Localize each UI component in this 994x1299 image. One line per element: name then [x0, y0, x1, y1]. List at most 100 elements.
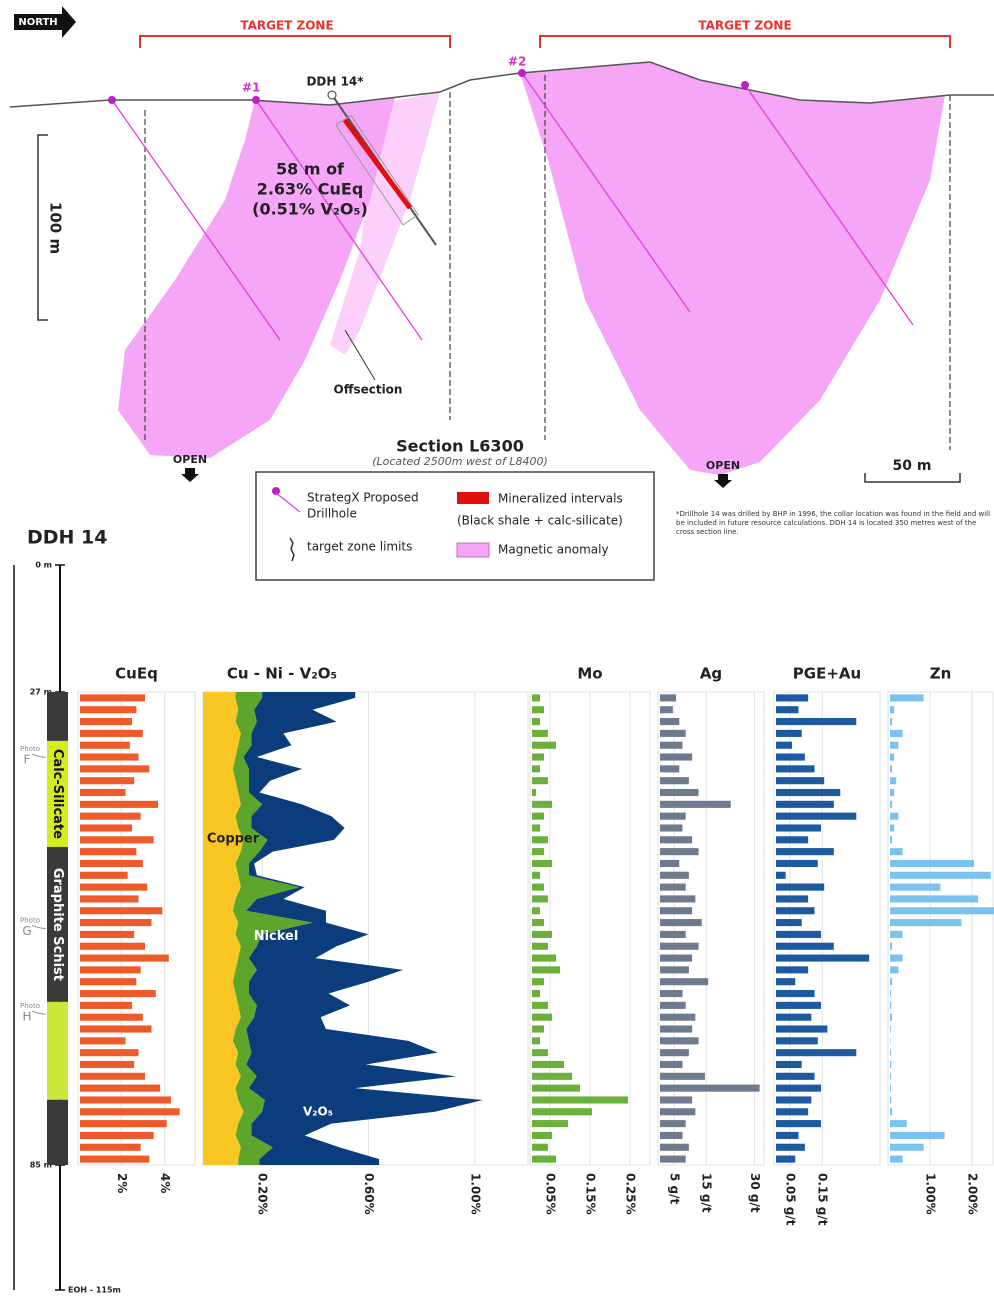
area-label: Copper: [207, 831, 260, 846]
bar: [80, 1037, 126, 1044]
legend-label: Drillhole: [307, 507, 357, 521]
legend-label: target zone limits: [307, 540, 412, 554]
bar: [776, 836, 808, 843]
bar: [532, 990, 540, 997]
bar: [80, 1025, 152, 1032]
bar: [890, 777, 896, 784]
bar: [80, 1156, 149, 1163]
bar: [776, 955, 869, 962]
track-title: CuEq: [115, 665, 158, 683]
bar: [532, 1037, 540, 1044]
bar: [660, 955, 692, 962]
bar: [890, 1085, 891, 1092]
bar: [532, 765, 540, 772]
bar: [80, 907, 162, 914]
bar: [532, 895, 548, 902]
bar: [532, 1144, 548, 1151]
x-tick-label: 2%: [115, 1173, 129, 1193]
bar: [532, 919, 544, 926]
bar: [80, 931, 134, 938]
bar: [776, 1049, 856, 1056]
bar: [532, 742, 556, 749]
bar: [80, 966, 141, 973]
x-tick-label: 15 g/t: [700, 1173, 714, 1213]
bar: [532, 1002, 548, 1009]
bar: [776, 1096, 811, 1103]
bar: [660, 813, 686, 820]
bar: [80, 742, 130, 749]
bar: [890, 872, 991, 879]
photo-pointer: [32, 926, 46, 929]
bar: [660, 1132, 682, 1139]
track-title: Zn: [930, 665, 952, 683]
x-tick-label: 0.60%: [362, 1173, 376, 1215]
bar: [776, 777, 824, 784]
bar: [660, 1120, 686, 1127]
track-frame: [78, 692, 195, 1165]
bar: [776, 966, 808, 973]
bar: [532, 1156, 556, 1163]
bar: [80, 718, 132, 725]
bar: [660, 706, 673, 713]
bar: [532, 777, 548, 784]
bar: [80, 919, 152, 926]
bar: [890, 1108, 892, 1115]
bar: [890, 706, 894, 713]
hole-label: #1: [242, 81, 260, 95]
bar: [660, 1025, 692, 1032]
bar: [890, 931, 903, 938]
bar: [890, 1049, 891, 1056]
bar: [532, 943, 548, 950]
bar: [532, 836, 548, 843]
bar: [532, 718, 540, 725]
bar: [660, 1061, 682, 1068]
bar: [890, 978, 892, 985]
track-title: PGE+Au: [793, 665, 861, 683]
bar: [80, 1085, 160, 1092]
lithology-unit: [47, 692, 68, 741]
photo-pointer: [32, 754, 46, 757]
bar: [80, 848, 136, 855]
bar: [660, 718, 679, 725]
bar: [532, 813, 544, 820]
bar: [890, 884, 940, 891]
bar: [776, 789, 840, 796]
bar: [776, 694, 808, 701]
target-bracket: [140, 36, 950, 48]
bar: [532, 1132, 552, 1139]
scale-label: 100 m: [47, 202, 65, 254]
bar: [890, 1156, 903, 1163]
bar: [80, 789, 126, 796]
bar: [660, 730, 686, 737]
x-tick-label: 5 g/t: [668, 1173, 682, 1205]
section-title: Section L6300: [396, 437, 524, 456]
bar: [660, 884, 686, 891]
bar: [776, 1014, 811, 1021]
bar: [776, 742, 792, 749]
bar: [532, 1049, 548, 1056]
x-tick-label: 1.00%: [468, 1173, 482, 1215]
bar: [532, 978, 544, 985]
figure: NORTH TARGET ZONE TARGET ZONE #1 #2 DDH …: [0, 0, 994, 1299]
bar: [532, 884, 544, 891]
bar: [660, 978, 708, 985]
bar: [890, 990, 891, 997]
bar: [660, 824, 682, 831]
bar: [890, 955, 903, 962]
bar: [80, 777, 134, 784]
bar: [776, 824, 821, 831]
bar: [776, 730, 802, 737]
bar: [532, 1096, 628, 1103]
bar: [660, 789, 699, 796]
bar: [776, 1120, 821, 1127]
footnote: *Drillhole 14 was drilled by BHP in 1996…: [676, 510, 994, 537]
bar: [660, 848, 699, 855]
bar: [660, 990, 682, 997]
bar: [776, 895, 808, 902]
bar: [890, 860, 974, 867]
bar: [890, 919, 961, 926]
bar: [532, 730, 548, 737]
bar: [532, 860, 552, 867]
magnetic-anomaly: [520, 62, 945, 475]
bar: [532, 1073, 572, 1080]
